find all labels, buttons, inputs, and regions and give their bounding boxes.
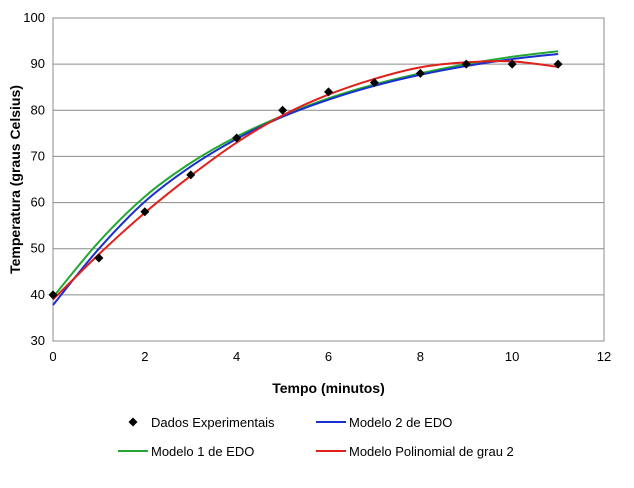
y-axis-title: Temperatura (graus Celsius) [7,85,23,274]
y-axis-ticks: 30 40 50 60 70 80 90 100 [23,10,45,348]
data-point [324,87,333,97]
x-tick-label: 12 [597,349,611,364]
legend-label: Modelo 2 de EDO [349,415,452,430]
y-tick-label: 90 [31,56,45,71]
x-axis-title: Tempo (minutos) [272,380,385,396]
x-tick-label: 4 [233,349,240,364]
y-tick-label: 80 [31,102,45,117]
x-tick-label: 2 [141,349,148,364]
data-point [278,105,288,115]
data-point [507,59,517,69]
legend-label: Modelo 1 de EDO [151,444,254,459]
legend: Dados Experimentais Modelo 2 de EDO Modelo… [118,415,514,459]
data-point [415,68,425,78]
y-tick-label: 40 [31,287,45,302]
y-tick-label: 60 [31,195,45,210]
x-tick-label: 8 [417,349,424,364]
gridlines [53,17,604,342]
x-axis-ticks: 0 2 4 6 8 10 12 [49,349,611,364]
series-line-2 [52,52,559,306]
series-lines [52,50,559,306]
data-point [94,253,104,263]
data-points [48,59,563,300]
legend-label: Modelo Polinomial de grau 2 [349,444,514,459]
plot-area [52,17,605,342]
y-tick-label: 30 [31,333,45,348]
y-tick-label: 50 [31,241,45,256]
data-point [186,170,196,180]
y-tick-label: 100 [23,10,45,25]
series-line-3 [52,60,559,301]
legend-label: Dados Experimentais [151,415,275,430]
series-line-1 [52,50,559,298]
data-point [553,59,563,69]
x-tick-label: 0 [49,349,56,364]
y-tick-label: 70 [31,148,45,163]
x-tick-label: 6 [325,349,332,364]
x-tick-label: 10 [505,349,519,364]
data-point [232,133,242,143]
data-point [48,290,58,300]
legend-marker [128,417,138,427]
data-point [461,59,471,69]
data-point [140,207,150,217]
data-point [369,78,379,88]
